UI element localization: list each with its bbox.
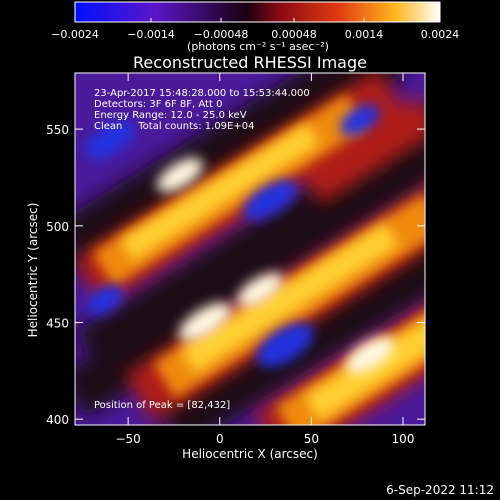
x-axis-label: Heliocentric X (arcsec) — [182, 447, 318, 461]
annotation-time-range: 23-Apr-2017 15:48:28.000 to 15:53:44.000 — [94, 88, 310, 99]
x-tick-label: 50 — [304, 432, 319, 446]
y-axis-ticks: 400 450 500 550 — [46, 123, 425, 427]
heatmap-blue-regions — [85, 104, 380, 367]
y-tick-label: 450 — [46, 316, 69, 330]
colorbar-tick-label: 0.0024 — [421, 28, 460, 41]
colorbar-tick-label: 0.00048 — [271, 28, 317, 41]
peak-position-label: Position of Peak = [82,432] — [94, 400, 230, 411]
plot-frame — [74, 72, 426, 426]
x-axis-ticks: −50 0 50 100 — [115, 73, 414, 446]
heatmap-dark-regions — [75, 73, 425, 425]
colorbar-tick-label: −0.00048 — [194, 28, 249, 41]
x-tick-label: 100 — [392, 432, 415, 446]
y-tick-label: 400 — [46, 413, 69, 427]
annotation-clean-counts: Clean Total counts: 1.09E+04 — [94, 121, 254, 132]
colorbar-tick-label: 0.0014 — [345, 28, 384, 41]
colorbar-gradient — [75, 2, 440, 22]
heatmap-image — [75, 73, 425, 425]
observation-annotations: 23-Apr-2017 15:48:28.000 to 15:53:44.000… — [94, 88, 310, 132]
y-axis-label: Heliocentric Y (arcsec) — [26, 203, 40, 338]
colorbar: −0.0024 −0.0014 −0.00048 0.00048 0.0014 0.002… — [51, 1, 459, 53]
colorbar-ticks: −0.0024 −0.0014 −0.00048 0.00048 0.0014 0.002… — [51, 18, 459, 41]
heatmap-yellow-regions — [120, 123, 425, 421]
x-tick-label: 0 — [216, 432, 224, 446]
colorbar-units: (photons cm⁻² s⁻¹ asec⁻²) — [187, 40, 329, 53]
x-tick-label: −50 — [115, 432, 140, 446]
y-tick-label: 500 — [46, 220, 69, 234]
colorbar-tick-label: −0.0014 — [127, 28, 175, 41]
heatmap-white-peaks — [157, 157, 395, 374]
y-tick-label: 550 — [46, 123, 69, 137]
chart-title: Reconstructed RHESSI Image — [133, 53, 367, 72]
annotation-energy-range: Energy Range: 12.0 - 25.0 keV — [94, 110, 247, 121]
colorbar-tick-label: −0.0024 — [51, 28, 99, 41]
annotation-detectors: Detectors: 3F 6F 8F, Att 0 — [94, 99, 222, 110]
footer-date: 6-Sep-2022 11:12 — [386, 483, 494, 497]
colorbar-frame — [74, 1, 441, 23]
